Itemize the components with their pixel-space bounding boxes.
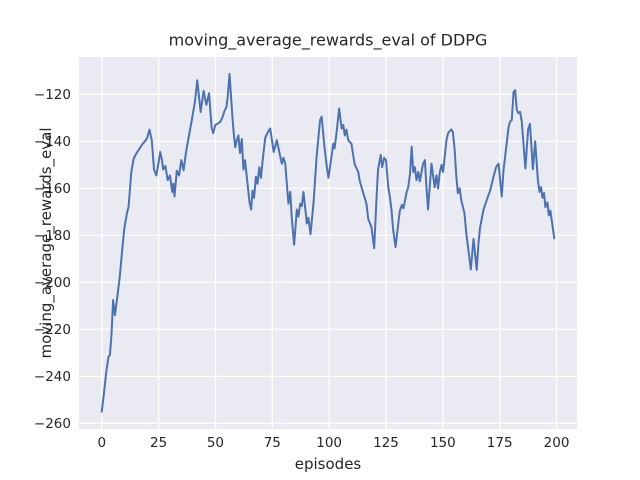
x-tick-label: 0 [97,435,106,451]
y-tick-label: −140 [34,134,71,150]
x-tick-label: 50 [207,435,224,451]
x-tick-label: 25 [150,435,167,451]
y-tick-label: −220 [34,322,71,338]
y-tick-label: −260 [34,416,71,432]
chart-title: moving_average_rewards_eval of DDPG [168,30,488,50]
y-tick-label: −200 [34,275,71,291]
y-axis-label: moving_average_rewards_eval [37,127,55,359]
x-tick-label: 200 [544,435,570,451]
x-tick-label: 150 [430,435,456,451]
x-tick-label: 100 [316,435,342,451]
plot-background [79,57,577,429]
x-tick-label: 175 [487,435,513,451]
reward-line [100,72,556,413]
x-tick-label: 75 [264,435,281,451]
y-tick-label: −160 [34,181,71,197]
x-tick-label: 125 [373,435,399,451]
y-tick-label: −120 [34,87,71,103]
y-tick-label: −180 [34,228,71,244]
y-tick-label: −240 [34,369,71,385]
x-axis-label: episodes [294,455,362,473]
